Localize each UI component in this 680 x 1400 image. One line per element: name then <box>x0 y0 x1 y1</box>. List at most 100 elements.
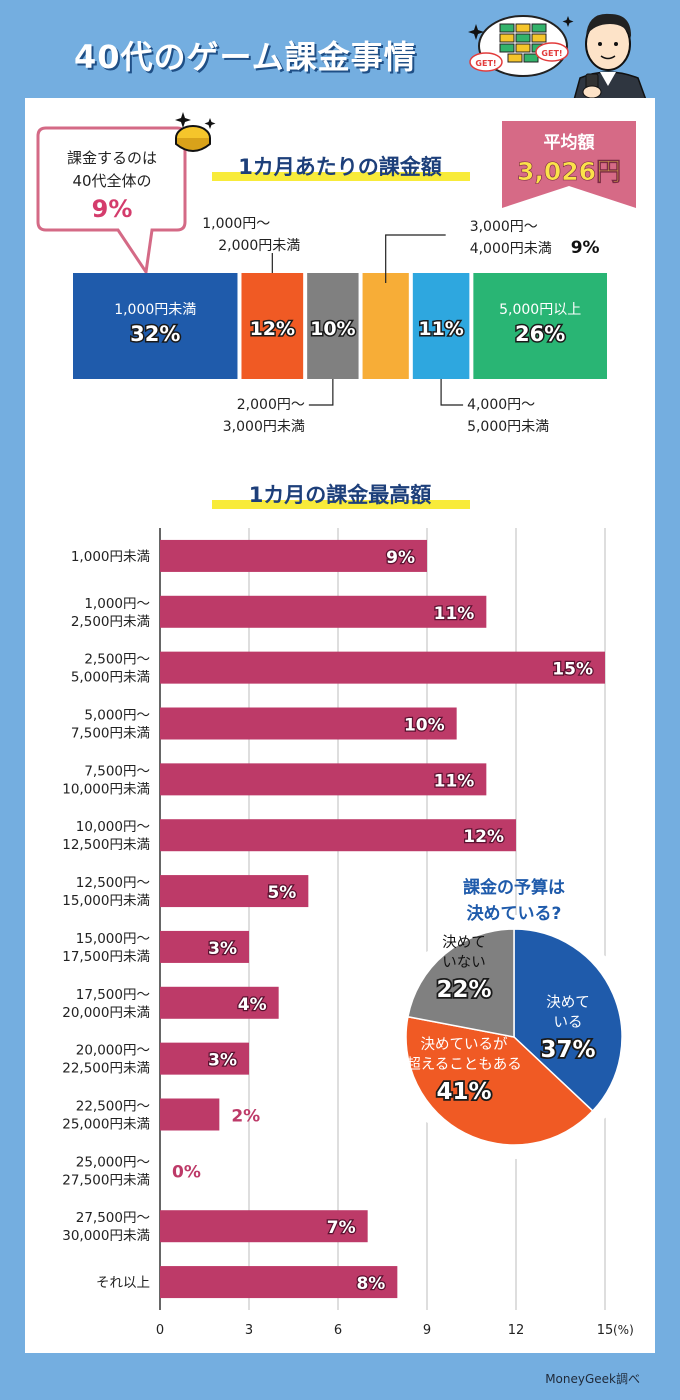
pie-slice <box>407 928 515 1038</box>
stack-segment-name: 1,000円未満 <box>114 302 196 318</box>
category-label: 20,000円～ <box>76 1043 150 1059</box>
sparkle-icon <box>468 16 574 40</box>
section-title-monthly-spend: 1カ月あたりの課金額 <box>238 155 442 179</box>
bar <box>160 819 516 852</box>
bar-value-label: 12% <box>463 827 504 847</box>
stack-segment-value: 10% <box>310 318 355 340</box>
bar-value-label: 0% <box>172 1162 201 1182</box>
man-with-phone-icon <box>573 13 647 100</box>
stack-leader-label: 3,000円～ <box>470 219 538 235</box>
category-label: 2,500円～ <box>84 652 150 668</box>
x-tick-label: 12 <box>508 1323 525 1338</box>
x-tick-label: 3 <box>245 1323 253 1338</box>
category-label: 7,500円未満 <box>71 726 150 742</box>
stack-segment <box>473 273 607 379</box>
bar-value-label: 5% <box>267 883 296 903</box>
callout-line1: 課金するのは <box>67 149 157 167</box>
pie-title: 決めている? <box>467 903 562 924</box>
category-label: 17,500円～ <box>76 987 150 1003</box>
bar-value-label: 7% <box>327 1218 356 1238</box>
title-highlight <box>212 500 470 509</box>
stack-segment <box>362 273 409 379</box>
coin-icon <box>175 112 216 152</box>
stack-leader-label: 1,000円～ <box>202 216 270 232</box>
bar-value-label: 9% <box>386 548 415 568</box>
get-badge-left: GET! <box>469 52 503 72</box>
category-label: 2,500円未満 <box>71 614 150 630</box>
stack-leader-label: 3,000円未満 <box>223 419 305 435</box>
bar-value-label: 15% <box>552 660 593 680</box>
category-label: 5,000円～ <box>84 708 150 724</box>
category-label: 22,500円～ <box>76 1099 150 1115</box>
pie-slice-value: 22% <box>436 977 491 1003</box>
stack-leader-label: 2,000円未満 <box>218 238 300 254</box>
bar-value-label: 3% <box>208 939 237 959</box>
pie-slice-value: 37% <box>540 1037 595 1063</box>
section-title-max-spend: 1カ月の課金最高額 <box>249 483 432 507</box>
average-badge: 平均額 3,026円 <box>502 121 636 208</box>
callout-bubble: 課金するのは 40代全体の 9% <box>36 126 187 277</box>
bar <box>160 651 605 684</box>
stack-segment-value: 12% <box>250 318 295 340</box>
category-label: 25,000円～ <box>76 1154 150 1170</box>
x-tick-label: 15 <box>597 1323 614 1338</box>
header-illustration: GET! GET! <box>468 13 647 100</box>
category-label: 20,000円未満 <box>62 1005 150 1021</box>
pie-slice <box>513 928 623 1112</box>
pie-slice-name: 決めて <box>546 994 590 1011</box>
category-label: 22,500円未満 <box>62 1061 150 1077</box>
bar <box>160 707 457 740</box>
category-label: 1,000円未満 <box>71 549 150 565</box>
stack-segment <box>307 273 359 379</box>
get-badge-right: GET! <box>535 42 569 62</box>
category-label: 15,000円～ <box>76 931 150 947</box>
category-label: 10,000円～ <box>76 819 150 835</box>
pie-slice <box>405 1015 594 1146</box>
stack-leader-label: 5,000円未満 <box>467 419 549 435</box>
pie-slice-name: 超えることもある <box>406 1056 522 1073</box>
leader-line <box>385 234 446 283</box>
bar <box>160 539 427 572</box>
bar-value-label: 4% <box>238 995 267 1015</box>
stack-segment-value: 26% <box>515 322 565 346</box>
category-label: 27,500円未満 <box>62 1172 150 1188</box>
category-label: 15,000円未満 <box>62 893 150 909</box>
bar <box>160 986 279 1019</box>
leader-line <box>440 379 464 406</box>
category-label: それ以上 <box>96 1275 150 1291</box>
callout-line2: 40代全体の <box>72 172 151 190</box>
pie-title: 課金の予算は <box>463 877 565 898</box>
x-tick-label: 9 <box>423 1323 431 1338</box>
category-label: 25,000円未満 <box>62 1117 150 1133</box>
average-value: 3,026円 <box>517 157 621 186</box>
stack-leader-label: 4,000円未満 <box>470 241 552 257</box>
page-title: 40代のゲーム課金事情 <box>74 38 417 76</box>
bar <box>160 1042 249 1075</box>
bar-value-label: 2% <box>231 1107 260 1127</box>
svg-text:GET!: GET! <box>475 59 496 68</box>
pie-slice-value: 41% <box>436 1079 491 1105</box>
stack-segment <box>412 273 470 379</box>
bar-value-label: 3% <box>208 1051 237 1071</box>
bar <box>160 595 487 628</box>
category-label: 10,000円未満 <box>62 781 150 797</box>
bar <box>160 1098 220 1131</box>
monthly-spend-stacked-bar: 1,000円未満 32% 12% 1,000円～ 2,000円未満 10% 2,000円～ 3… <box>73 216 607 435</box>
stack-segment <box>241 273 304 379</box>
stack-segment-name: 5,000円以上 <box>499 302 581 318</box>
bar <box>160 930 249 963</box>
source-credit: MoneyGeek調べ <box>545 1372 640 1386</box>
bar-value-label: 11% <box>434 771 475 791</box>
category-label: 12,500円未満 <box>62 837 150 853</box>
stack-segment <box>73 273 238 379</box>
leader-line <box>308 379 334 406</box>
x-tick-label: 6 <box>334 1323 342 1338</box>
pie-slice-name: いない <box>442 954 486 971</box>
pie-slice-name: いる <box>554 1015 583 1031</box>
svg-text:GET!: GET! <box>541 49 562 58</box>
stack-leader-label: 4,000円～ <box>467 397 535 413</box>
callout-value: 9% <box>92 195 133 223</box>
x-unit-label: (%) <box>613 1323 634 1337</box>
x-tick-label: 0 <box>156 1323 164 1338</box>
bar-value-label: 10% <box>404 716 445 736</box>
